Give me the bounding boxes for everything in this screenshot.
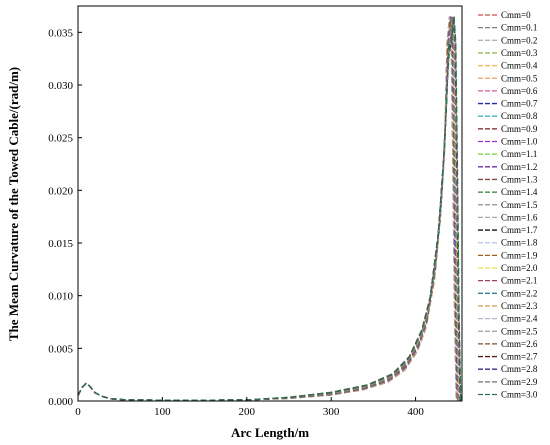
series-line xyxy=(77,16,459,402)
series-line xyxy=(77,16,458,402)
y-tick-label: 0.000 xyxy=(48,396,73,408)
legend-label: Cmm=2.2 xyxy=(501,288,537,298)
series-line xyxy=(77,16,462,402)
legend-label: Cmm=0.5 xyxy=(501,73,538,83)
legend-label: Cmm=1.3 xyxy=(501,174,538,184)
legend-label: Cmm=0.4 xyxy=(501,61,538,71)
series-line xyxy=(77,16,458,402)
series-line xyxy=(77,16,462,402)
legend-label: Cmm=0.8 xyxy=(501,111,538,121)
series-line xyxy=(77,16,459,402)
legend-label: Cmm=1.5 xyxy=(501,200,538,210)
x-tick-label: 200 xyxy=(239,406,256,418)
series-line xyxy=(77,16,459,402)
series-line xyxy=(77,16,460,402)
legend-label: Cmm=1.7 xyxy=(501,225,538,235)
series-line xyxy=(77,16,460,402)
legend-label: Cmm=2.9 xyxy=(501,377,538,387)
plot-frame xyxy=(77,5,463,402)
series-line xyxy=(77,16,462,402)
legend-label: Cmm=2.4 xyxy=(501,314,538,324)
y-tick-label: 0.035 xyxy=(48,27,73,39)
legend-label: Cmm=1.2 xyxy=(501,162,537,172)
legend-label: Cmm=1.6 xyxy=(501,212,538,222)
series-line xyxy=(77,16,461,402)
series-line xyxy=(77,16,458,402)
legend-label: Cmm=2.1 xyxy=(501,276,537,286)
series-line xyxy=(77,16,462,402)
series-layer xyxy=(77,16,462,402)
series-line xyxy=(77,16,458,402)
legend-label: Cmm=1.8 xyxy=(501,238,538,248)
y-tick-label: 0.030 xyxy=(48,80,73,92)
legend-label: Cmm=0.9 xyxy=(501,124,538,134)
legend-label: Cmm=2.8 xyxy=(501,364,538,374)
legend-label: Cmm=3.0 xyxy=(501,390,538,400)
series-line xyxy=(77,16,457,402)
legend-label: Cmm=0.1 xyxy=(501,23,537,33)
legend-label: Cmm=1.0 xyxy=(501,137,538,147)
series-line xyxy=(77,16,459,402)
legend-label: Cmm=2.3 xyxy=(501,301,538,311)
series-line xyxy=(77,16,458,402)
legend-label: Cmm=2.5 xyxy=(501,326,538,336)
x-axis-title: Arc Length/m xyxy=(231,425,309,440)
series-line xyxy=(77,16,458,402)
legend-label: Cmm=1.1 xyxy=(501,149,537,159)
series-line xyxy=(77,16,461,402)
legend-label: Cmm=0.3 xyxy=(501,48,538,58)
legend-label: Cmm=0.6 xyxy=(501,86,538,96)
legend-label: Cmm=0.7 xyxy=(501,99,538,109)
series-line xyxy=(77,16,460,402)
x-axis-ticks: 0 100 200 300 400 xyxy=(75,397,424,418)
legend: Cmm=0 Cmm=0.1 Cmm=0.2 Cmm=0.3 Cmm=0.4 Cmm=0.5… xyxy=(478,10,538,400)
series-line xyxy=(77,16,458,402)
series-line xyxy=(77,16,461,402)
legend-label: Cmm=1.9 xyxy=(501,250,538,260)
y-tick-label: 0.005 xyxy=(48,343,73,355)
x-tick-label: 100 xyxy=(154,406,171,418)
legend-label: Cmm=2.0 xyxy=(501,263,538,273)
legend-label: Cmm=0.2 xyxy=(501,35,537,45)
y-axis-ticks: 0.000 0.005 0.010 0.015 0.020 0.025 0.030 0.035 xyxy=(48,27,82,408)
legend-label: Cmm=1.4 xyxy=(501,187,538,197)
y-tick-label: 0.015 xyxy=(48,238,73,250)
y-tick-label: 0.020 xyxy=(48,185,73,197)
series-line xyxy=(77,16,459,402)
series-line xyxy=(77,16,461,402)
legend-label: Cmm=0 xyxy=(501,10,531,20)
series-line xyxy=(77,16,461,402)
x-tick-label: 300 xyxy=(323,406,340,418)
y-tick-label: 0.010 xyxy=(48,291,73,303)
y-axis-title: The Mean Curvature of the Towed Cable/(r… xyxy=(6,67,21,341)
series-line xyxy=(77,16,460,402)
series-line xyxy=(77,16,461,402)
y-tick-label: 0.025 xyxy=(48,133,73,145)
series-line xyxy=(77,16,459,402)
legend-label: Cmm=2.6 xyxy=(501,339,538,349)
series-line xyxy=(77,16,460,402)
series-line xyxy=(77,16,460,402)
series-line xyxy=(77,16,460,402)
x-tick-label: 0 xyxy=(75,406,81,418)
x-tick-label: 400 xyxy=(407,406,424,418)
legend-label: Cmm=2.7 xyxy=(501,352,538,362)
